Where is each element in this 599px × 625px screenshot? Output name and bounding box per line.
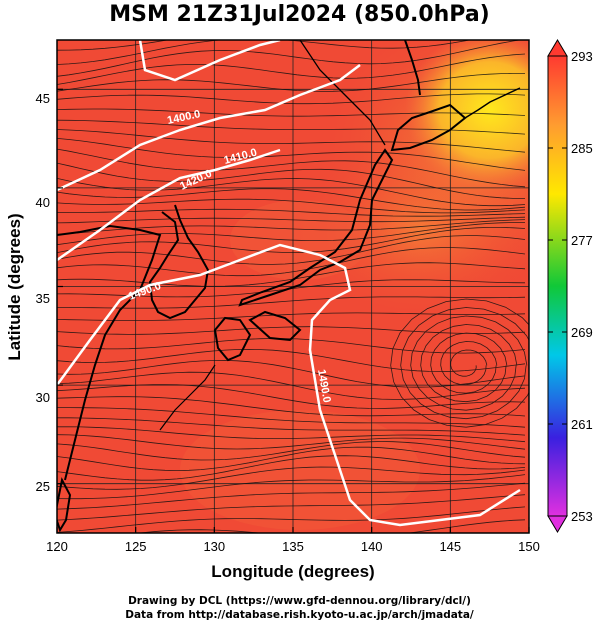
- streamline-swirl: [440, 341, 498, 386]
- streamline: [57, 482, 526, 510]
- y-tick-labels: 25 30 35 40 45: [36, 91, 50, 494]
- streamline: [57, 312, 526, 321]
- streamline-swirl: [400, 307, 529, 420]
- streamline: [57, 119, 526, 135]
- streamline: [57, 506, 526, 533]
- streamline: [57, 40, 171, 51]
- streamline: [57, 162, 525, 199]
- y-tick-label: 30: [36, 390, 50, 405]
- streamline: [57, 73, 526, 92]
- streamline: [57, 262, 526, 287]
- colorbar-lower-arrow: [547, 515, 568, 533]
- streamline: [57, 219, 526, 235]
- map-title: MSM 21Z31Jul2024 (850.0hPa): [109, 2, 490, 27]
- y-axis-label: Latitude (degrees): [5, 213, 24, 360]
- x-axis-ticks: [56, 527, 530, 533]
- streamline-swirl: [430, 332, 508, 394]
- streamline-swirl: [410, 315, 528, 411]
- x-tick-label: 130: [203, 539, 225, 554]
- x-tick-label: 135: [282, 539, 304, 554]
- colorbar-tick-label: 269: [571, 325, 593, 340]
- coastlines: [57, 40, 521, 533]
- streamline-swirl: [420, 324, 518, 403]
- streamline: [57, 53, 526, 85]
- streamline: [57, 384, 526, 409]
- contour-label: 1490.0: [315, 368, 333, 403]
- streamline: [57, 494, 526, 521]
- streamline: [57, 235, 526, 265]
- x-tick-label: 145: [439, 539, 461, 554]
- streamline: [57, 396, 526, 417]
- y-tick-label: 35: [36, 291, 50, 306]
- x-tick-labels: 120 125 130 135 140 145 150: [46, 539, 540, 554]
- streamline: [57, 326, 526, 335]
- x-tick-label: 120: [46, 539, 68, 554]
- streamline: [57, 441, 526, 461]
- y-axis-ticks: [57, 88, 63, 485]
- y-tick-label: 45: [36, 91, 50, 106]
- x-axis-label: Longitude (degrees): [211, 562, 374, 581]
- streamline: [57, 348, 526, 372]
- streamline: [136, 519, 526, 533]
- streamline: [57, 359, 526, 388]
- colorbar-upper-arrow: [547, 39, 568, 57]
- streamline: [57, 247, 526, 277]
- streamline: [57, 216, 526, 224]
- streamline: [57, 434, 526, 450]
- y-tick-label: 40: [36, 195, 50, 210]
- streamline: [57, 227, 526, 253]
- colorbar: 293 285 277 269 261 253: [547, 39, 593, 533]
- y-tick-label: 25: [36, 479, 50, 494]
- colorbar-tick-label: 253: [571, 509, 593, 524]
- streamline: [57, 129, 526, 153]
- credit-drawing: Drawing by DCL (https://www.gfd-dennou.o…: [128, 595, 471, 607]
- streamline-swirl: [390, 298, 529, 428]
- colorbar-tick-label: 285: [571, 141, 593, 156]
- colorbar-tick-label: 277: [571, 233, 593, 248]
- streamline: [57, 417, 526, 436]
- streamline: [57, 148, 526, 188]
- x-tick-label: 140: [361, 539, 383, 554]
- height-contours: [57, 40, 521, 527]
- streamline: [57, 40, 523, 77]
- streamline: [57, 188, 526, 211]
- streamline: [57, 426, 526, 443]
- colorbar-scale: [547, 55, 568, 517]
- streamline: [57, 93, 526, 105]
- x-tick-label: 125: [125, 539, 147, 554]
- streamline-swirl: [450, 349, 488, 377]
- streamline: [57, 371, 526, 400]
- streamline: [57, 466, 526, 490]
- streamline: [57, 455, 526, 481]
- streamline: [57, 208, 526, 217]
- colorbar-tick-label: 293: [571, 49, 593, 64]
- streamline: [57, 446, 526, 472]
- credit-data: Data from http://database.rish.kyoto-u.a…: [125, 609, 474, 621]
- streamline: [57, 407, 526, 428]
- streamline: [57, 178, 526, 207]
- streamline: [57, 222, 526, 246]
- colorbar-tick-label: 261: [571, 417, 593, 432]
- streamline: [57, 296, 526, 309]
- colorbar-ticks: [548, 55, 567, 517]
- x-tick-label: 150: [518, 539, 540, 554]
- streamline: [57, 108, 526, 117]
- streamline: [57, 474, 526, 500]
